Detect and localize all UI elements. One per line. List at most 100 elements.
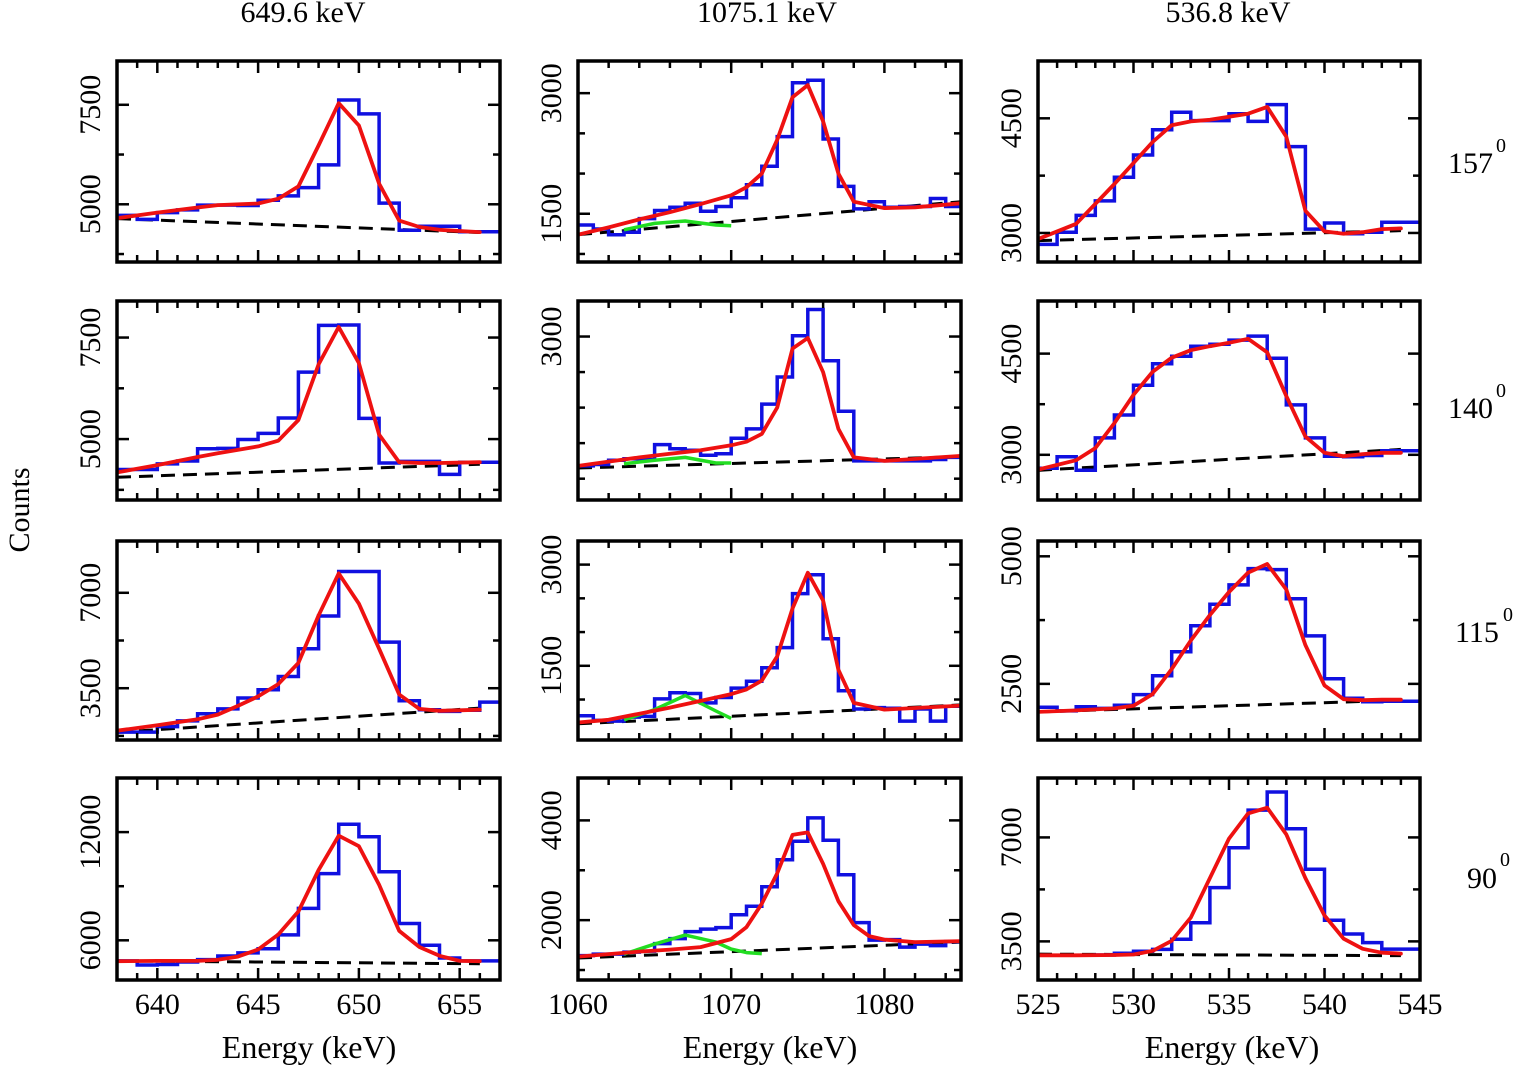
y-axis-label: Counts [3,467,36,552]
panel-157-536: 3000 4500 [995,59,1422,264]
row-label-115: 115 0 [1455,604,1513,649]
row-label-157-value: 157 [1448,147,1493,180]
row-label-115-degree: 0 [1503,604,1513,626]
panel-115-536-y-tick-label: 5000 [995,526,1028,586]
panel-90-536-x-tick-label: 530 [1111,988,1156,1021]
row-label-140: 140 0 [1448,380,1506,425]
panel-90-1075-y-tick-label: 2000 [535,890,568,950]
panel-90-536-y-tick-label: 7000 [995,807,1028,867]
panel-115-649-total-fit [117,571,482,733]
x-axis-label-col-3: Energy (keV) [1145,1029,1319,1065]
row-label-90-degree: 0 [1500,849,1510,871]
panel-90-649-total-fit [117,833,482,964]
panel-90-1075-y-tick-label: 4000 [535,790,568,850]
panel-115-649: 3500 7000 [74,539,502,742]
panel-115-649-background-line [117,706,480,734]
panel-90-649-x-tick-label: 650 [336,988,381,1021]
panel-115-649-y-tick-label: 3500 [74,658,107,718]
panel-90-1075-x-tick-label: 1070 [701,988,761,1021]
panel-140-1075-total-fit [578,336,961,468]
panel-140-1075-contaminant-fit [623,455,732,466]
panel-90-536-x-tick-label: 540 [1302,988,1347,1021]
panel-90-649: 640 645 650 655 6000 12000 [74,776,502,1021]
panel-90-536-data-histogram [1038,790,1420,958]
x-axis-label-col-2: Energy (keV) [683,1029,857,1065]
panel-140-1075: 3000 [535,299,963,502]
panel-115-536-total-fit [1038,562,1403,714]
panel-90-536-x-tick-label: 545 [1398,988,1443,1021]
panel-157-1075-y-tick-label: 1500 [535,184,568,244]
panel-90-1075-x-tick-label: 1080 [854,988,914,1021]
panel-140-649-data-histogram [117,323,500,477]
panel-90-536-y-tick-label: 3500 [995,911,1028,971]
panel-157-649-y-tick-label: 7500 [74,75,107,135]
panel-90-649-x-tick-label: 640 [135,988,180,1021]
panel-157-649: 5000 7500 [74,59,502,264]
panel-90-649-y-tick-label: 6000 [74,910,107,970]
panel-157-1075-data-histogram [578,78,961,237]
panel-140-649-y-tick-label: 5000 [74,409,107,469]
panel-90-649-background-line [117,959,480,966]
panel-157-649-y-tick-label: 5000 [74,174,107,234]
panel-90-649-y-tick-label: 12000 [74,795,107,870]
panel-157-1075-total-fit [578,83,961,237]
panel-157-649-frame [115,59,502,264]
panel-90-536-x-tick-label: 525 [1016,988,1061,1021]
panel-140-536: 3000 4500 [995,299,1422,502]
panel-90-649-x-tick-label: 645 [236,988,281,1021]
panel-90-536-background-line [1038,952,1401,958]
panel-157-536-y-tick-label: 3000 [995,203,1028,263]
panel-140-536-y-tick-label: 3000 [995,425,1028,485]
panel-140-649-total-fit [117,325,482,475]
row-label-140-value: 140 [1448,392,1493,425]
row-label-157-degree: 0 [1496,135,1506,157]
panel-157-1075-contaminant-fit [623,219,732,232]
panel-115-649-data-histogram [117,569,500,734]
x-axis-label-col-1: Energy (keV) [222,1029,396,1065]
column-title-536: 536.8 keV [1166,0,1291,29]
panel-115-1075: 1500 3000 [535,535,963,742]
panel-157-536-background-line [1038,229,1401,243]
panel-115-1075-total-fit [578,570,961,725]
row-label-140-degree: 0 [1496,380,1506,402]
panel-140-536-y-tick-label: 4500 [995,324,1028,384]
panel-90-1075-background-line [578,940,961,960]
panel-90-536-x-tick-label: 535 [1207,988,1252,1021]
panel-157-536-y-tick-label: 4500 [995,88,1028,148]
row-label-90-value: 90 [1467,862,1497,895]
panel-115-649-y-tick-label: 7000 [74,563,107,623]
panel-157-649-background-line [117,217,480,235]
column-title-649: 649.6 keV [241,0,366,29]
panel-90-536: 525 530 535 540 545 3500 7000 [995,776,1443,1021]
panel-140-649-y-tick-label: 7500 [74,308,107,368]
panel-115-1075-y-tick-label: 3000 [535,535,568,595]
panel-115-536-background-line [1038,698,1401,714]
row-label-157: 157 0 [1448,135,1506,180]
panel-115-536-y-tick-label: 2500 [995,654,1028,714]
panel-157-536-total-fit [1038,105,1403,242]
panel-157-1075-frame [576,59,963,264]
panel-140-1075-data-histogram [578,307,961,468]
panel-140-1075-frame [576,299,963,502]
panel-90-1075-frame [576,776,963,982]
panel-115-536: 2500 5000 [995,526,1422,742]
panel-140-649: 5000 7500 [74,299,502,502]
panel-157-1075: 1500 3000 [535,59,963,264]
panel-115-1075-y-tick-label: 1500 [535,636,568,696]
panel-90-1075: 1060 1070 1080 2000 4000 [535,776,963,1021]
panel-115-1075-data-histogram [578,572,961,723]
panel-90-536-total-fit [1038,805,1403,958]
panel-140-536-background-line [1038,447,1401,472]
panel-140-1075-y-tick-label: 3000 [535,307,568,367]
panel-115-1075-frame [576,539,963,742]
panel-140-649-background-line [117,462,480,479]
panel-157-536-data-histogram [1038,102,1420,247]
panel-140-649-frame [115,299,502,502]
panel-90-1075-x-tick-label: 1060 [548,988,608,1021]
panel-90-1075-data-histogram [578,816,961,958]
panel-140-536-total-fit [1038,336,1403,472]
row-label-115-value: 115 [1455,616,1499,649]
row-label-90: 90 0 [1467,849,1510,895]
